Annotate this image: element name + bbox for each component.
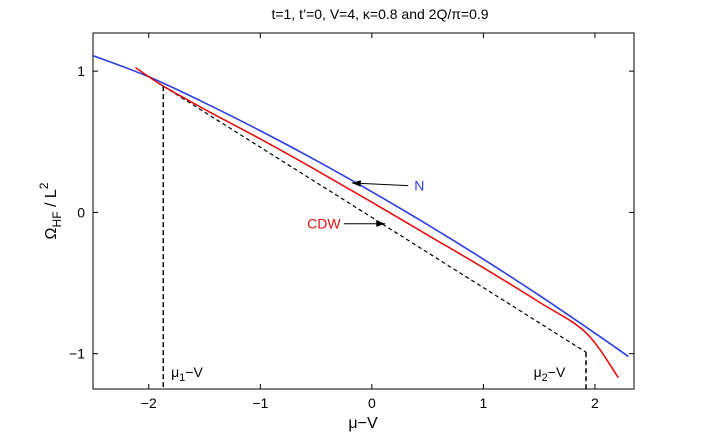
y-axis-label-sup: 2 xyxy=(37,182,51,189)
x-tick-label: −1 xyxy=(252,395,268,411)
x-tick-label: −2 xyxy=(141,395,157,411)
tick-layer: −2 −1 0 1 2 −1 0 1 xyxy=(69,33,634,411)
series-line-n xyxy=(93,54,629,358)
annotation-mu1: μ1−V xyxy=(171,364,203,384)
y-axis-label-rest: / L xyxy=(43,189,60,211)
annotation-n: N xyxy=(414,178,424,194)
annotation-layer: N CDW μ1−V μ2−V xyxy=(171,178,566,384)
series-layer xyxy=(93,54,629,389)
annotation-mu2: μ2−V xyxy=(534,364,566,384)
y-axis-label-main: Ω xyxy=(43,227,60,239)
x-tick-label: 2 xyxy=(591,395,599,411)
arrowhead-cdw xyxy=(376,220,386,227)
y-tick-label: 0 xyxy=(77,204,85,220)
annotation-arrow-n xyxy=(351,182,409,187)
annotation-cdw: CDW xyxy=(307,216,341,232)
chart-title: t=1, t’=0, V=4, κ=0.8 and 2Q/π=0.9 xyxy=(271,6,488,22)
x-tick-label: 1 xyxy=(480,395,488,411)
arrowhead-n xyxy=(351,180,361,187)
x-axis-label: μ−V xyxy=(348,415,378,432)
series-line-cdw xyxy=(134,66,620,379)
x-tick-label: 0 xyxy=(368,395,376,411)
y-axis-label-sub: HF xyxy=(50,211,64,227)
y-tick-label: 1 xyxy=(77,63,85,79)
y-tick-label: −1 xyxy=(69,346,85,362)
plot-area xyxy=(92,32,635,390)
y-axis-label: ΩHF / L2 xyxy=(37,182,64,239)
tangent-dashed-line xyxy=(162,85,587,353)
